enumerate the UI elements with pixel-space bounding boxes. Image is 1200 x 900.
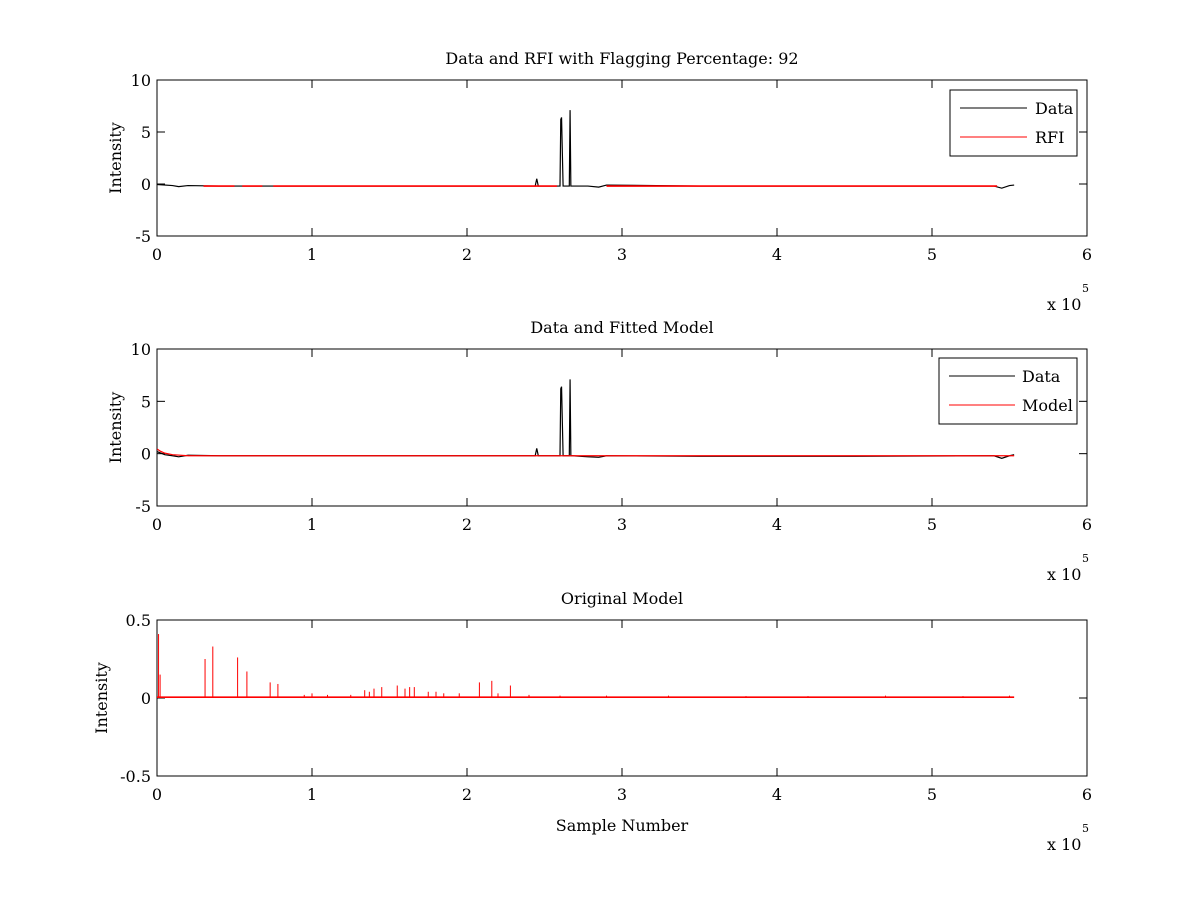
- y-tick-label: 10: [131, 71, 151, 90]
- x-tick-label: 1: [307, 245, 317, 264]
- y-tick-label: 0: [141, 445, 151, 464]
- y-tick-label: 5: [141, 123, 151, 142]
- series-model: [157, 448, 1015, 457]
- axes-box: [156, 79, 1088, 237]
- legend-box: [938, 357, 1078, 425]
- y-tick-label: 5: [141, 392, 151, 411]
- x-tick-label: 1: [307, 515, 317, 534]
- x-tick-label: 2: [462, 785, 472, 804]
- x-tick-label: 6: [1082, 245, 1092, 264]
- x-tick-label: 2: [462, 245, 472, 264]
- x-axis-multiplier-exponent: 5: [1082, 822, 1089, 835]
- x-axis-multiplier-exponent: 5: [1082, 282, 1089, 295]
- legend-label: Data: [1035, 99, 1074, 118]
- chart-title: Original Model: [561, 589, 683, 608]
- y-tick-label: 0: [141, 689, 151, 708]
- chart-title: Data and Fitted Model: [530, 318, 713, 337]
- legend: Data RFI: [949, 89, 1078, 157]
- x-tick-label: 5: [927, 785, 937, 804]
- legend-box: [949, 89, 1078, 157]
- legend-label: RFI: [1035, 128, 1064, 147]
- x-tick-label: 4: [772, 245, 782, 264]
- x-tick-label: 1: [307, 785, 317, 804]
- y-tick-label: 0.5: [126, 611, 151, 630]
- plot-area: [157, 110, 1015, 189]
- x-tick-label: 2: [462, 515, 472, 534]
- x-tick-label: 5: [927, 245, 937, 264]
- legend-label: Model: [1022, 396, 1073, 415]
- y-tick-label: 0: [141, 175, 151, 194]
- x-tick-label: 4: [772, 515, 782, 534]
- y-axis-label: Intensity: [106, 392, 125, 464]
- x-tick-label: 0: [152, 515, 162, 534]
- y-tick-label: -5: [135, 227, 151, 246]
- y-tick-label: 10: [131, 340, 151, 359]
- axes-box: [156, 348, 1088, 507]
- plot-area: [157, 634, 1015, 699]
- chart-title: Data and RFI with Flagging Percentage: 9…: [445, 49, 798, 68]
- x-axis-multiplier: x 10: [1047, 565, 1081, 584]
- x-tick-label: 3: [617, 515, 627, 534]
- x-tick-label: 5: [927, 515, 937, 534]
- legend-label: Data: [1022, 367, 1061, 386]
- plot-area: [157, 379, 1015, 460]
- y-axis-label: Intensity: [106, 122, 125, 194]
- x-tick-label: 3: [617, 245, 627, 264]
- legend: Data Model: [938, 357, 1078, 425]
- y-tick-label: -0.5: [120, 767, 151, 786]
- x-axis-multiplier: x 10: [1047, 835, 1081, 854]
- x-tick-label: 6: [1082, 515, 1092, 534]
- x-tick-label: 0: [152, 785, 162, 804]
- y-tick-label: -5: [135, 497, 151, 516]
- x-tick-label: 0: [152, 245, 162, 264]
- y-axis-label: Intensity: [92, 662, 111, 734]
- x-axis-multiplier: x 10: [1047, 295, 1081, 314]
- x-axis-label: Sample Number: [556, 816, 689, 835]
- x-axis-multiplier-exponent: 5: [1082, 552, 1089, 565]
- x-tick-label: 3: [617, 785, 627, 804]
- x-tick-label: 6: [1082, 785, 1092, 804]
- x-tick-label: 4: [772, 785, 782, 804]
